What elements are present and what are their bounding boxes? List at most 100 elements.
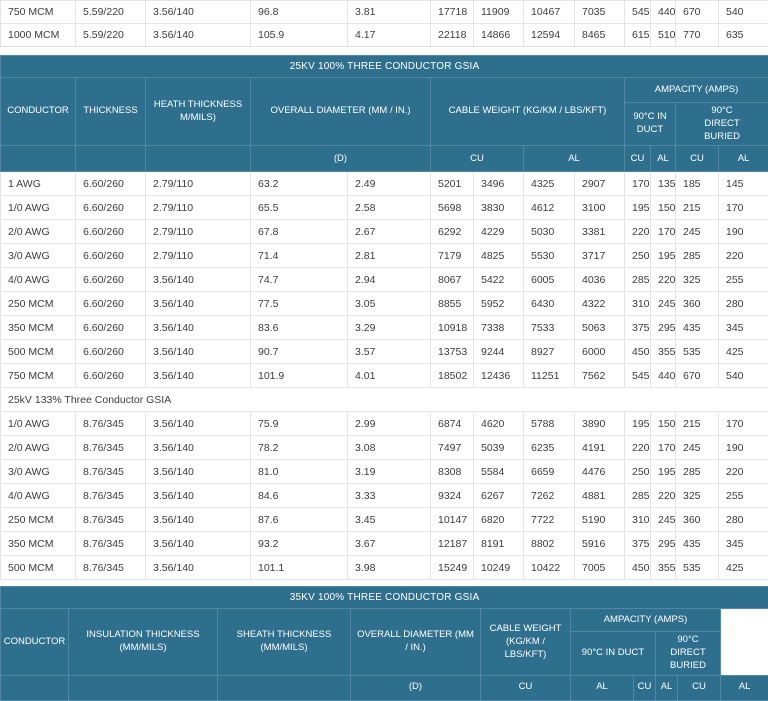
cell: 670	[676, 1, 719, 24]
col-header-90c-direct-buried: 90°C DIRECT BURIED	[656, 632, 721, 675]
cell: 360	[676, 508, 719, 532]
cell: 6267	[474, 484, 524, 508]
subheader-duct-cu: CU	[634, 675, 656, 700]
cell: 9324	[431, 484, 474, 508]
cell: 3.45	[348, 508, 431, 532]
table-header-35kv: 35KV 100% THREE CONDUCTOR GSIA CONDUCTOR…	[1, 587, 768, 700]
cell: 3.56/140	[146, 556, 251, 580]
cell: 2.79/110	[146, 196, 251, 220]
cell: 3890	[575, 412, 625, 436]
cell: 285	[625, 268, 651, 292]
col-header-overall-diameter: OVERALL DIAMETER (MM / IN.)	[251, 78, 431, 146]
cell: 10249	[474, 556, 524, 580]
cell: 7005	[575, 556, 625, 580]
cell: 345	[719, 316, 768, 340]
cell: 220	[719, 460, 768, 484]
cell: 1000 MCM	[1, 24, 76, 47]
cell: 13753	[431, 340, 474, 364]
cell: 5952	[474, 292, 524, 316]
cell: 4/0 AWG	[1, 484, 76, 508]
cell: 8855	[431, 292, 474, 316]
cell: 170	[719, 412, 768, 436]
cell: 185	[676, 172, 719, 196]
cell: 190	[719, 436, 768, 460]
cell: 2907	[575, 172, 625, 196]
col-header-overall-diameter: OVERALL DIAMETER (MM / IN.)	[351, 609, 481, 675]
cell: 3.56/140	[146, 316, 251, 340]
cell: 7179	[431, 244, 474, 268]
cell: 5584	[474, 460, 524, 484]
subheader-empty	[218, 675, 351, 700]
subheader-empty	[1, 675, 69, 700]
cell: 8191	[474, 532, 524, 556]
cell: 10422	[524, 556, 575, 580]
cell: 435	[676, 532, 719, 556]
cell: 3.56/140	[146, 364, 251, 388]
cell: 77.5	[251, 292, 348, 316]
cell: 3.56/140	[146, 292, 251, 316]
cell: 6430	[524, 292, 575, 316]
cell: 450	[625, 556, 651, 580]
cell: 150	[651, 412, 676, 436]
cell: 135	[651, 172, 676, 196]
cell: 12436	[474, 364, 524, 388]
subheader-weight-al: AL	[571, 675, 634, 700]
cell: 8.76/345	[76, 508, 146, 532]
cell: 425	[719, 556, 768, 580]
cell: 7533	[524, 316, 575, 340]
cell: 4476	[575, 460, 625, 484]
cell: 7562	[575, 364, 625, 388]
cell: 9244	[474, 340, 524, 364]
cell: 84.6	[251, 484, 348, 508]
cell: 250	[625, 244, 651, 268]
cell: 220	[651, 268, 676, 292]
cell: 310	[625, 508, 651, 532]
cell: 255	[719, 484, 768, 508]
cell: 2.58	[348, 196, 431, 220]
cell: 5788	[524, 412, 575, 436]
subheader-buried-cu: CU	[676, 146, 719, 172]
cell: 4191	[575, 436, 625, 460]
subheader-empty	[146, 146, 251, 172]
header-row: CONDUCTOR INSULATION THICKNESS (MM/MILS)…	[1, 609, 768, 632]
col-header-ampacity: AMPACITY (AMPS)	[625, 78, 768, 103]
subheader-duct-al: AL	[651, 146, 676, 172]
cell: 3.56/140	[146, 436, 251, 460]
cell: 11909	[474, 1, 524, 24]
col-header-insulation-thickness: INSULATION THICKNESS (MM/MILS)	[69, 609, 218, 675]
col-header-thickness: THICKNESS	[76, 78, 146, 146]
cell: 6.60/260	[76, 292, 146, 316]
col-header-90c-in-duct: 90°C IN DUCT	[625, 103, 676, 146]
cell: 355	[651, 340, 676, 364]
cell: 245	[651, 508, 676, 532]
subheader-weight-cu: CU	[431, 146, 524, 172]
section-banner-25kv: 25KV 100% THREE CONDUCTOR GSIA	[1, 56, 768, 78]
cell: 5201	[431, 172, 474, 196]
cell: 5530	[524, 244, 575, 268]
cell: 4881	[575, 484, 625, 508]
cell: 105.9	[251, 24, 348, 47]
cell: 12594	[524, 24, 575, 47]
subheader-duct-al: AL	[656, 675, 678, 700]
cell: 535	[676, 556, 719, 580]
cell: 8.76/345	[76, 412, 146, 436]
cell: 3/0 AWG	[1, 244, 76, 268]
col-header-90c-in-duct: 90°C IN DUCT	[571, 632, 656, 675]
cell: 545	[625, 364, 651, 388]
cell: 6659	[524, 460, 575, 484]
cell: 220	[651, 484, 676, 508]
cell: 14866	[474, 24, 524, 47]
cell: 8.76/345	[76, 532, 146, 556]
cell: 750 MCM	[1, 364, 76, 388]
cell: 170	[625, 172, 651, 196]
cell: 4612	[524, 196, 575, 220]
cell: 3381	[575, 220, 625, 244]
cell: 145	[719, 172, 768, 196]
cable-table-25kv: 25KV 100% THREE CONDUCTOR GSIA CONDUCTOR…	[0, 55, 768, 580]
cell: 195	[625, 196, 651, 220]
